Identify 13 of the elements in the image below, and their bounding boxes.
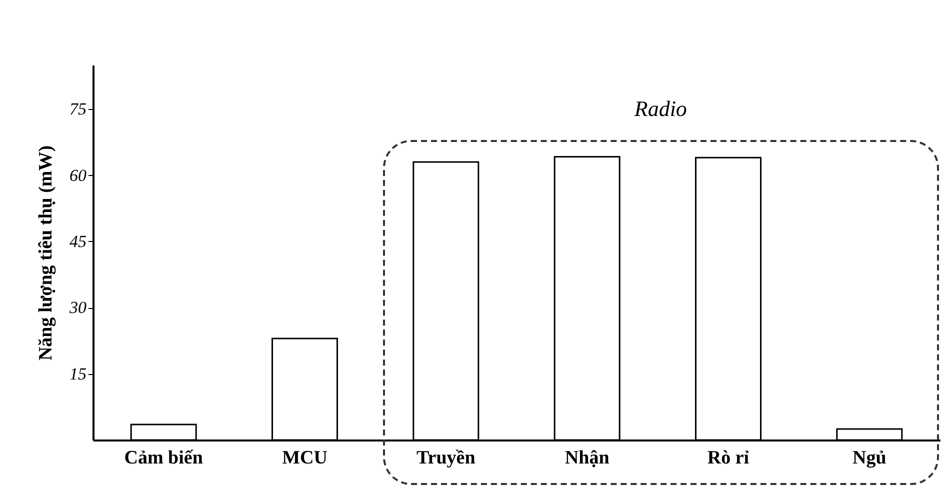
- y-tick-label: 15: [70, 364, 86, 384]
- x-tick-label: Nhận: [564, 448, 610, 468]
- y-tick-label: 30: [68, 298, 87, 318]
- y-tick-label: 45: [70, 232, 86, 251]
- y-tick-label: 75: [70, 100, 86, 119]
- x-tick-label: Ngủ: [852, 448, 887, 468]
- x-tick-label: Rò rỉ: [707, 448, 750, 468]
- annotation: Radio: [634, 96, 687, 122]
- x-tick-label: Cảm biến: [124, 448, 204, 468]
- y-axis-title: Năng lượng tiêu thụ (mW): [36, 145, 56, 361]
- x-tick-label: MCU: [282, 448, 328, 468]
- y-tick-label: 60: [70, 166, 87, 185]
- x-tick-label: Truyền: [416, 448, 476, 468]
